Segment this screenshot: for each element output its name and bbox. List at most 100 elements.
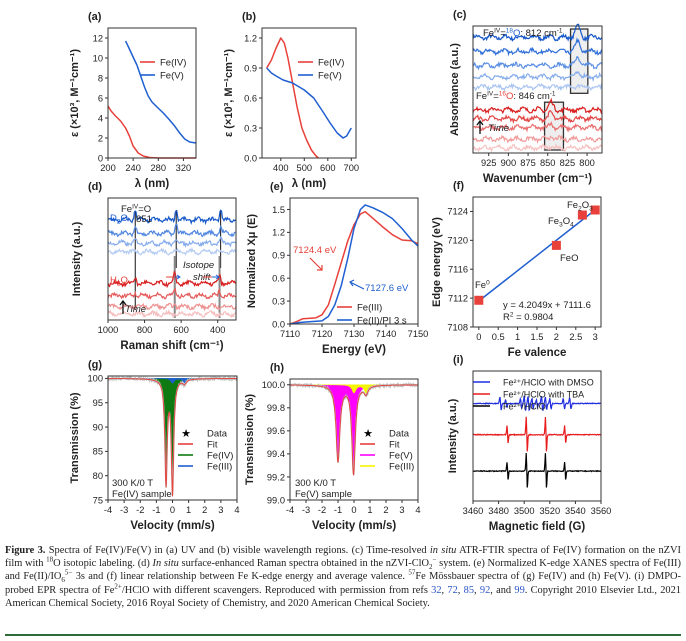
annotation-part: 3 — [589, 206, 593, 213]
panel-label: (i) — [453, 354, 464, 366]
spectrum-trace — [472, 143, 603, 153]
spectrum-trace — [472, 395, 602, 412]
legend-label: Fe(III) — [389, 462, 414, 473]
edge-arrow-icon — [309, 257, 323, 271]
star-marker-icon: ★ — [363, 428, 373, 440]
reference-link[interactable]: 99 — [514, 584, 525, 596]
x-tick-label: 1 — [515, 332, 520, 342]
x-tick-label: -3 — [120, 505, 128, 515]
y-axis-label: Absorbance (a.u.) — [449, 43, 461, 136]
caption-text: . Copyright 2010 Elsevier Ltd., 2021 Ame… — [5, 584, 681, 609]
star-marker-icon: ★ — [181, 428, 191, 440]
caption-text: 6 — [61, 576, 65, 585]
annotation-part: : 846 cm — [513, 91, 550, 102]
y-axis-label: ε (×10³, M⁻¹cm⁻¹) — [223, 49, 235, 137]
plot-frame — [261, 27, 357, 159]
caption-text: , and — [490, 584, 515, 596]
reference-link[interactable]: 72 — [447, 584, 458, 596]
reference-link[interactable]: 92 — [479, 584, 491, 596]
annotation: FeIV=18O: 812 cm-1 — [483, 28, 563, 40]
caption-text: 5− — [64, 568, 73, 577]
spectrum-trace — [472, 71, 603, 83]
spectrum-trace — [472, 97, 603, 115]
x-tick-label: -1 — [334, 505, 342, 515]
caption-text: − — [432, 555, 437, 564]
annotation-part: Fe — [476, 91, 487, 102]
spectrum-trace — [107, 302, 237, 312]
legend-label: Fe(IV) — [318, 58, 344, 69]
x-axis-label: Fe valence — [508, 347, 567, 359]
section-divider — [5, 634, 681, 636]
panel-label: (g) — [88, 359, 102, 371]
reference-link[interactable]: 85 — [463, 584, 475, 596]
annotation-part: 16 — [499, 91, 507, 98]
x-tick-label: -1 — [152, 505, 160, 515]
x-tick-label: -2 — [318, 505, 326, 515]
caption-text: 2 — [429, 563, 433, 572]
shift-arrow-icon — [175, 274, 181, 280]
spectrum-trace — [472, 110, 603, 125]
caption-text: Fe Mössbauer spectra of (g) Fe(IV) and (… — [5, 571, 681, 596]
annotation-part: R — [503, 312, 510, 323]
caption-text: 3s and (f) linear relationship between F… — [72, 571, 409, 583]
legend-label: Data — [207, 429, 228, 440]
data-point — [551, 240, 561, 250]
annotation: FeIV=O — [121, 204, 151, 216]
x-axis-label: λ (nm) — [135, 178, 170, 190]
annotation: shift — [193, 272, 211, 283]
x-tick-label: 3560 — [591, 506, 612, 516]
fit-line — [290, 384, 418, 476]
annotation-part: 2 — [117, 281, 121, 288]
y-tick-label: 99.4 — [267, 449, 285, 459]
annotation-part: 7127.6 eV — [365, 283, 409, 294]
x-tick-label: 3 — [399, 505, 404, 515]
x-tick-label: -2 — [136, 505, 144, 515]
annotation-part: O — [120, 213, 127, 224]
panel-label: (c) — [453, 9, 467, 21]
x-tick-label: 2 — [554, 332, 559, 342]
spectrum-trace — [472, 134, 603, 145]
y-tick-label: 99.0 — [267, 495, 285, 505]
shift-arrow-icon — [212, 274, 220, 280]
annotation-part: 3 — [559, 222, 563, 229]
legend-label: Data — [389, 429, 410, 440]
annotation-part: FeO — [560, 253, 578, 264]
annotation-part: IV — [494, 28, 501, 35]
annotation: Fe(IV) sample — [112, 489, 172, 500]
annotation-part: O — [582, 200, 589, 211]
series-line — [289, 204, 419, 325]
spectrum-trace — [472, 82, 603, 92]
annotation-part: 300 K/0 T — [295, 478, 336, 489]
y-tick-label: 0.0 — [244, 153, 257, 163]
caption-text: Figure 3. — [5, 545, 46, 556]
spectrum-trace — [107, 209, 237, 226]
legend-label: Fe(III) — [207, 462, 232, 473]
reference-link[interactable]: 32 — [431, 584, 442, 596]
annotation-part: = — [493, 91, 499, 102]
edge-arrow-icon — [349, 279, 365, 290]
annotation: 300 K/0 T — [295, 478, 336, 489]
plot-frame — [289, 197, 419, 325]
panel-label: (d) — [88, 181, 102, 193]
legend-label: Fe(V) — [389, 451, 413, 462]
annotation-part: Fe — [121, 204, 132, 215]
x-tick-label: 1.5 — [531, 332, 544, 342]
annotation: Time — [125, 304, 146, 315]
spectrum-trace — [107, 246, 237, 256]
x-tick-label: 500 — [297, 163, 313, 173]
x-tick-label: 7120 — [312, 329, 333, 339]
x-tick-label: 2.5 — [569, 332, 582, 342]
series-line — [107, 105, 196, 159]
legend-label: Fe(IV) — [160, 58, 186, 69]
x-tick-label: 3520 — [539, 506, 560, 516]
panel-d: (d) 1000 800 600 400 Raman shift (cm⁻¹) Intens… — [71, 181, 237, 352]
caption-text: , — [457, 584, 464, 596]
x-tick-label: 600 — [173, 325, 189, 335]
plot-frame — [107, 27, 197, 159]
spectrum-trace — [472, 452, 602, 488]
caption-text: In situ — [152, 558, 179, 570]
x-tick-label: 320 — [176, 163, 192, 173]
x-tick-label: 400 — [273, 163, 289, 173]
x-tick-label: 7150 — [408, 329, 429, 339]
